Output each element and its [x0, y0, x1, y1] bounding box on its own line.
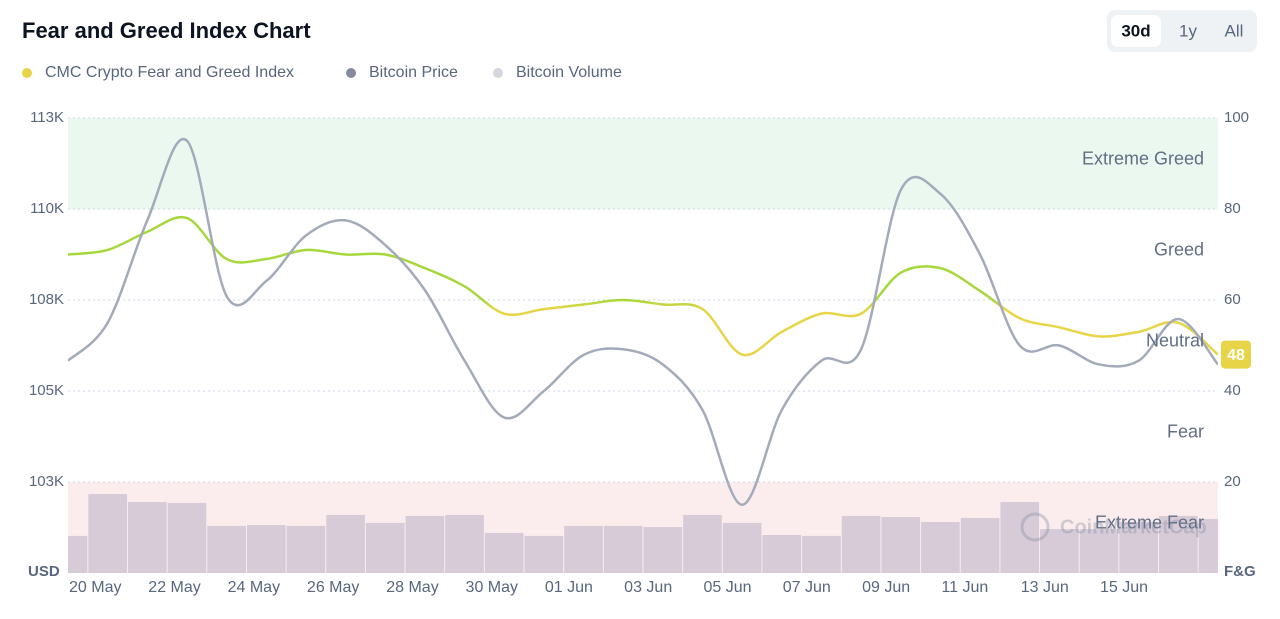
x-tick-label: 15 Jun: [1100, 579, 1148, 596]
volume-bar: [207, 525, 246, 573]
zone-label: Fear: [1167, 421, 1204, 441]
volume-bar: [722, 522, 762, 573]
zone-label: Extreme Greed: [1082, 148, 1204, 168]
volume-bar: [1000, 502, 1040, 573]
volume-bar: [167, 502, 207, 573]
volume-bar: [603, 525, 643, 573]
range-button[interactable]: 1y: [1179, 21, 1197, 40]
x-tick-label: 20 May: [69, 579, 121, 596]
y2-tick-label: 80: [1224, 200, 1241, 217]
volume-bar: [68, 535, 88, 573]
x-tick-label: 30 May: [466, 579, 518, 596]
volume-bar: [960, 517, 1000, 573]
legend-swatch: [493, 68, 503, 78]
x-tick-label: 05 Jun: [703, 579, 751, 596]
volume-bar: [365, 522, 405, 573]
range-button[interactable]: All: [1225, 21, 1244, 40]
series-line: [68, 137, 1218, 507]
legend-swatch: [22, 68, 32, 78]
watermark: CoinMarketCap: [1020, 512, 1207, 542]
volume-bar: [524, 535, 564, 573]
volume-bar: [802, 535, 841, 573]
volume-bar: [326, 514, 365, 573]
volume-bar: [286, 525, 326, 573]
volume-bar: [127, 502, 167, 573]
y-unit-label: USD: [28, 563, 60, 580]
y-tick-label: 103K: [29, 473, 64, 490]
y-tick-label: 113K: [30, 109, 64, 126]
zone-label: Extreme Fear: [1095, 512, 1204, 532]
volume-bar: [246, 524, 286, 573]
zone-band: [68, 118, 1218, 209]
range-button-bg: [1111, 15, 1161, 47]
volume-bar: [841, 515, 881, 573]
volume-bar: [484, 532, 524, 573]
volume-bar: [762, 535, 802, 573]
volume-bar: [1159, 515, 1198, 573]
volume-bar: [445, 514, 484, 573]
value-badge: [1221, 340, 1251, 369]
x-tick-label: 26 May: [307, 579, 359, 596]
legend-swatch: [346, 68, 356, 78]
x-tick-label: 03 Jun: [624, 579, 672, 596]
watermark-text: CoinMarketCap: [1060, 516, 1207, 538]
y2-unit-label: F&G: [1224, 563, 1256, 580]
volume-bar: [1119, 522, 1159, 573]
y-tick-label: 110K: [30, 200, 64, 217]
volume-bar: [1198, 519, 1218, 573]
volume-bar: [881, 517, 921, 573]
y2-tick-label: 60: [1224, 291, 1241, 308]
legend-label: Bitcoin Volume: [516, 64, 622, 81]
volume-bar: [1079, 529, 1119, 573]
x-tick-label: 24 May: [228, 579, 280, 596]
y2-tick-label: 40: [1224, 382, 1241, 399]
volume-bar: [88, 494, 127, 573]
volume-bar: [921, 522, 960, 573]
volume-bar: [683, 514, 722, 573]
chart-title: Fear and Greed Index Chart: [22, 18, 311, 43]
x-tick-label: 01 Jun: [545, 579, 593, 596]
series-line: [68, 215, 1218, 357]
volume-bar: [643, 527, 683, 573]
x-tick-label: 07 Jun: [783, 579, 831, 596]
y-tick-label: 108K: [29, 291, 64, 308]
x-tick-label: 09 Jun: [862, 579, 910, 596]
volume-bar: [1040, 529, 1079, 573]
x-tick-label: 22 May: [148, 579, 200, 596]
y2-tick-label: 100: [1224, 109, 1249, 126]
legend-label: CMC Crypto Fear and Greed Index: [45, 64, 294, 81]
zone-label: Greed: [1154, 239, 1204, 259]
zone-label: Neutral: [1146, 330, 1204, 350]
volume-bar: [564, 525, 603, 573]
value-badge-label: 48: [1227, 347, 1245, 364]
y-tick-label: 105K: [29, 382, 64, 399]
x-tick-label: 11 Jun: [941, 579, 988, 596]
x-tick-label: 13 Jun: [1021, 579, 1069, 596]
x-tick-label: 28 May: [386, 579, 438, 596]
range-button[interactable]: 30d: [1121, 21, 1150, 40]
y2-tick-label: 20: [1224, 473, 1241, 490]
volume-bar: [405, 515, 445, 573]
legend-label: Bitcoin Price: [369, 64, 458, 81]
